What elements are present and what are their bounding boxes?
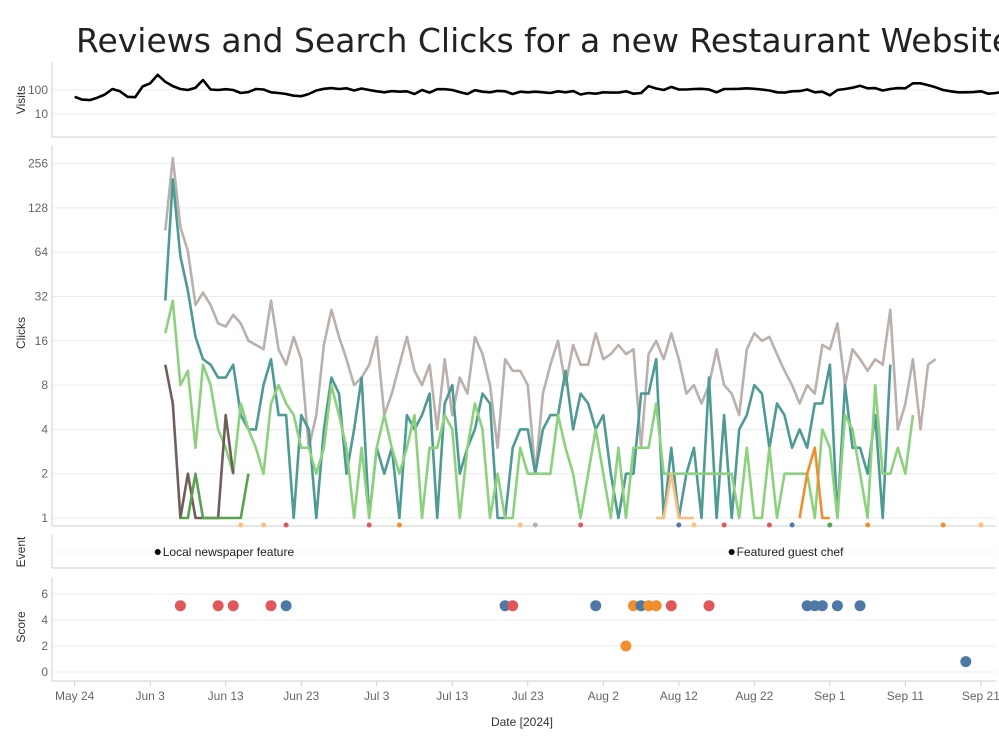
score-point <box>499 600 511 612</box>
clicks-zero-marker <box>676 522 682 528</box>
score-point <box>643 600 655 612</box>
score-point <box>816 600 828 612</box>
score-y-tick-label: 2 <box>41 639 48 653</box>
x-tick-label: Aug 2 <box>588 689 620 703</box>
event-marker <box>728 549 735 555</box>
clicks-y-tick-label: 1 <box>41 511 48 525</box>
clicks-y-tick-label: 32 <box>35 290 49 304</box>
x-tick-label: Jun 13 <box>208 689 244 703</box>
clicks-zero-marker <box>978 522 984 528</box>
score-point <box>854 600 866 612</box>
clicks-zero-marker <box>532 522 538 528</box>
x-tick-label: Sep 11 <box>887 689 924 703</box>
clicks-axis-label: Clicks <box>14 317 28 349</box>
event-marker <box>154 549 161 555</box>
clicks-series-line-7 <box>798 446 830 520</box>
x-tick-label: Sep 21 <box>962 689 999 703</box>
score-point <box>831 600 843 612</box>
score-y-tick-label: 6 <box>41 587 48 601</box>
score-y-tick-label: 0 <box>41 665 48 679</box>
x-tick-label: Jun 23 <box>283 689 319 703</box>
score-point <box>507 600 519 612</box>
visits-line <box>74 73 999 102</box>
x-tick-label: Sep 1 <box>814 689 846 703</box>
clicks-zero-marker <box>865 522 871 528</box>
grid-layer <box>52 89 996 673</box>
chart-title: Reviews and Search Clicks for a new Rest… <box>76 21 999 60</box>
event-label: Local newspaper feature <box>163 545 295 559</box>
event-axis-label: Event <box>14 536 28 567</box>
clicks-y-tick-label: 128 <box>28 201 48 215</box>
x-tick-label: Aug 22 <box>735 689 773 703</box>
clicks-y-tick-label: 256 <box>28 157 48 171</box>
score-point <box>809 600 821 612</box>
score-point <box>665 600 677 612</box>
score-point <box>620 640 632 652</box>
x-tick-label: Jul 23 <box>512 689 544 703</box>
marks-layer: Local newspaper feature Featured guest ch… <box>74 73 999 668</box>
score-point <box>212 600 224 612</box>
clicks-zero-marker <box>827 522 833 528</box>
score-point <box>703 600 715 612</box>
score-point <box>628 600 640 612</box>
clicks-zero-marker <box>789 522 795 528</box>
score-point <box>801 600 813 612</box>
score-point <box>635 600 647 612</box>
score-point <box>227 600 239 612</box>
clicks-zero-marker <box>238 522 244 528</box>
visits-y-tick-label: 100 <box>28 83 48 97</box>
clicks-zero-marker <box>396 522 402 528</box>
clicks-zero-marker <box>691 522 697 528</box>
clicks-zero-marker <box>366 522 372 528</box>
clicks-zero-marker <box>578 522 584 528</box>
x-tick-label: May 24 <box>55 689 95 703</box>
clicks-series-line-1 <box>164 156 937 475</box>
event-label: Featured guest chef <box>737 545 844 559</box>
x-tick-label: Jul 13 <box>436 689 468 703</box>
x-tick-label: Aug 12 <box>660 689 698 703</box>
clicks-zero-marker <box>721 522 727 528</box>
clicks-zero-marker <box>283 522 289 528</box>
clicks-y-tick-label: 64 <box>35 245 49 259</box>
clicks-y-tick-label: 8 <box>41 378 48 392</box>
clicks-y-tick-label: 16 <box>35 334 49 348</box>
axes-layer: May 24 Jun 3 Jun 13 Jun 23 Jul 3 Jul 13 Jul 23… <box>28 62 999 703</box>
score-point <box>960 656 972 668</box>
clicks-series-line-5 <box>180 472 250 520</box>
score-point <box>280 600 292 612</box>
visits-axis-label: Visits <box>14 86 28 114</box>
score-point <box>265 600 277 612</box>
score-y-tick-label: 4 <box>41 613 48 627</box>
clicks-y-tick-label: 2 <box>41 467 48 481</box>
clicks-zero-marker <box>766 522 772 528</box>
clicks-series-line-2 <box>164 178 892 520</box>
visits-y-tick-label: 10 <box>35 107 49 121</box>
score-axis-label: Score <box>14 611 28 643</box>
x-axis-label: Date [2024] <box>491 715 553 729</box>
clicks-zero-marker <box>940 522 946 528</box>
clicks-series-line-6 <box>656 472 694 520</box>
clicks-y-tick-label: 4 <box>41 422 48 436</box>
clicks-series-line-4 <box>164 364 235 520</box>
x-tick-label: Jun 3 <box>135 689 165 703</box>
x-tick-label: Jul 3 <box>364 689 390 703</box>
score-point <box>590 600 602 612</box>
clicks-series-line-3 <box>164 299 915 520</box>
score-point <box>650 600 662 612</box>
clicks-zero-marker <box>517 522 523 528</box>
score-point <box>174 600 186 612</box>
clicks-zero-marker <box>260 522 266 528</box>
